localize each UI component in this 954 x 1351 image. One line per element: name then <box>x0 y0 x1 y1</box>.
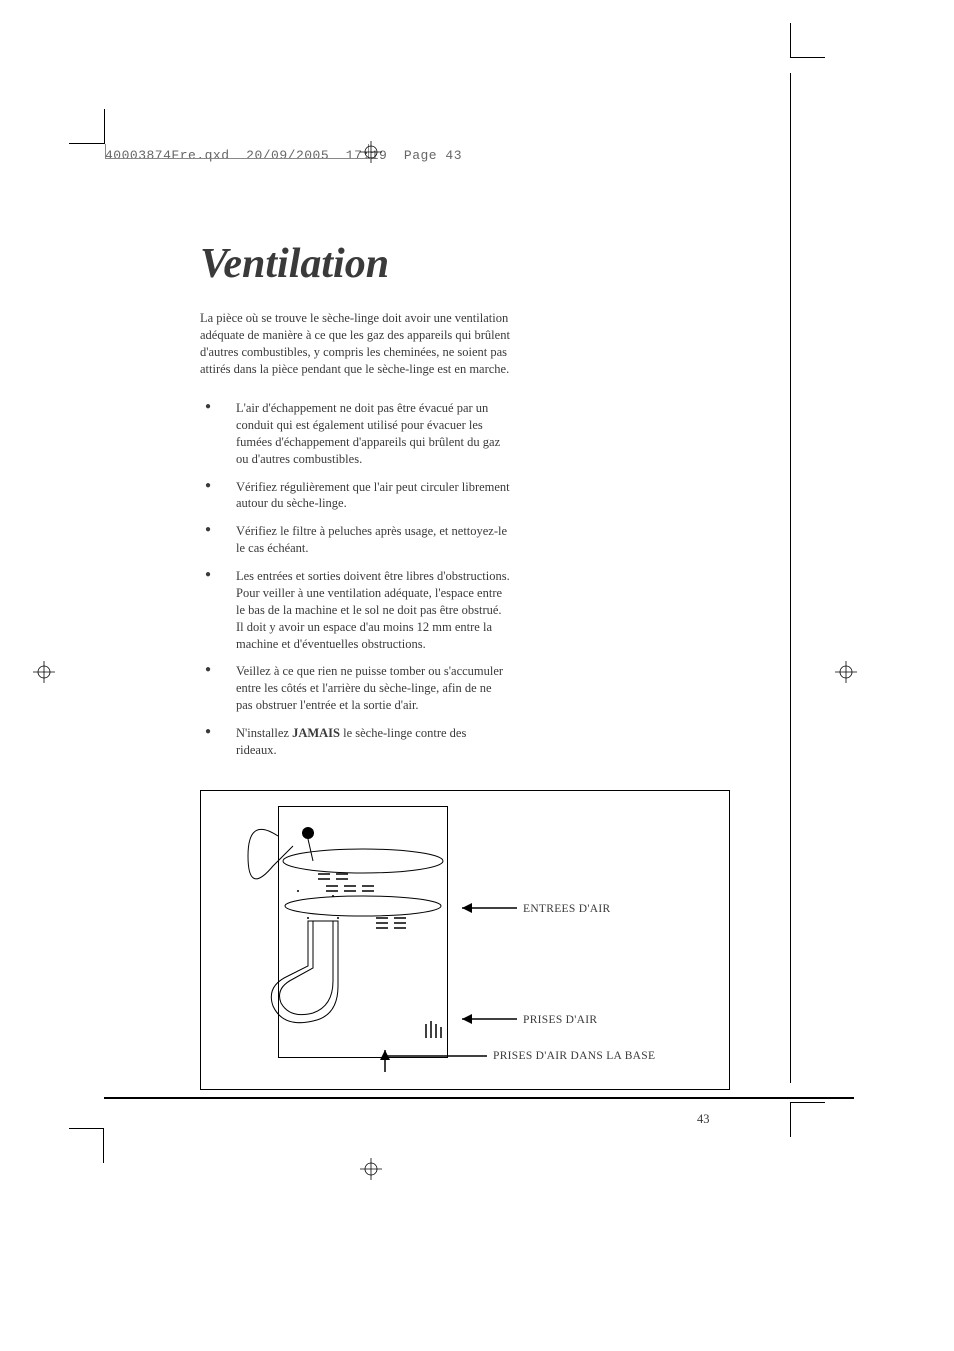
slug-date: 20/09/2005 <box>246 148 329 163</box>
text: N'installez <box>236 726 292 740</box>
crop-mark <box>790 1102 791 1137</box>
list-item: Veillez à ce que rien ne puisse tomber o… <box>200 663 510 714</box>
registration-mark-icon <box>835 661 857 683</box>
crop-mark <box>790 1102 825 1103</box>
crop-line <box>790 73 791 1083</box>
page-title: Ventilation <box>200 240 389 288</box>
slug-page: Page 43 <box>404 148 462 163</box>
crop-mark <box>69 143 104 144</box>
registration-mark-icon <box>360 141 382 163</box>
crop-mark <box>790 23 791 58</box>
dryer-diagram <box>200 790 730 1090</box>
crop-mark <box>103 1128 104 1163</box>
text-bold: JAMAIS <box>292 726 340 740</box>
page-number: 43 <box>697 1112 710 1127</box>
list-item: Vérifiez le filtre à peluches après usag… <box>200 523 510 557</box>
registration-mark-icon <box>33 661 55 683</box>
footer-rule <box>104 1097 854 1099</box>
slug-filename: 40003874Fre.qxd <box>105 148 230 163</box>
crop-mark <box>104 109 105 144</box>
slug-line: 40003874Fre.qxd 20/09/2005 17:19 Page 43 <box>105 148 462 163</box>
intro-paragraph: La pièce où se trouve le sèche-linge doi… <box>200 310 510 378</box>
diagram-label-prises: PRISES D'AIR <box>523 1014 597 1026</box>
header-rule <box>105 158 370 159</box>
list-item: N'installez JAMAIS le sèche-linge contre… <box>200 725 510 759</box>
registration-mark-icon <box>360 1158 382 1180</box>
bullet-list: L'air d'échappement ne doit pas être éva… <box>200 400 510 770</box>
list-item: Vérifiez régulièrement que l'air peut ci… <box>200 479 510 513</box>
list-item: Les entrées et sorties doivent être libr… <box>200 568 510 652</box>
crop-mark <box>790 57 825 58</box>
crop-mark <box>69 1128 104 1129</box>
list-item: L'air d'échappement ne doit pas être éva… <box>200 400 510 468</box>
diagram-label-entrees: ENTREES D'AIR <box>523 903 610 915</box>
diagram-label-base: PRISES D'AIR DANS LA BASE <box>493 1050 655 1062</box>
